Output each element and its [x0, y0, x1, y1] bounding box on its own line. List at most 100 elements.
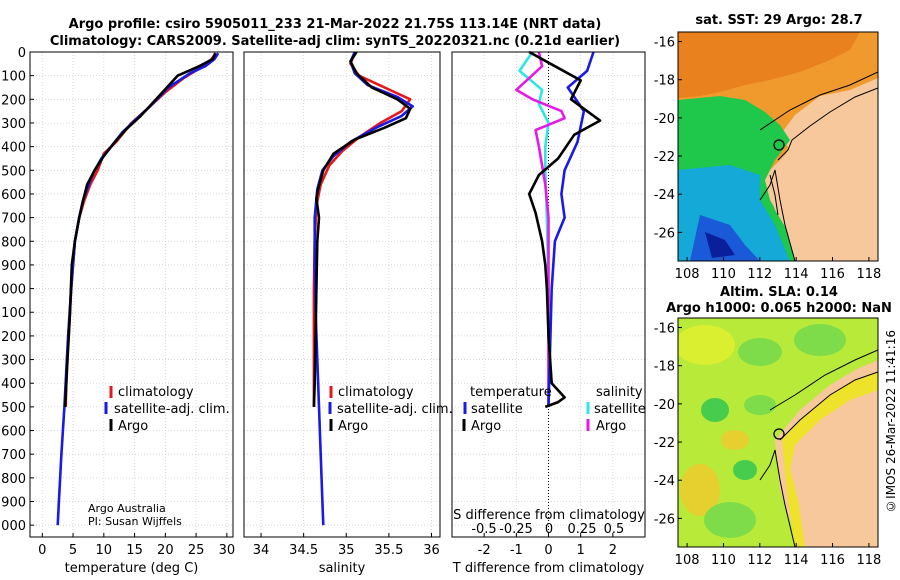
- y-tick-label: 2000: [0, 519, 26, 534]
- y-tick-label: 1100: [0, 306, 26, 321]
- x-tick-label: 5: [69, 543, 77, 558]
- series-line-argo: [63, 52, 217, 407]
- argo-position-marker: [773, 428, 785, 440]
- sla-map-ticks: 108 110 112 114 116 118 -16 -18 -20 -22 -24 -26: [654, 322, 882, 568]
- legend-climatology: climatology: [118, 385, 194, 400]
- x-tick-label: 10: [96, 543, 113, 558]
- map-y-tick-label: -16: [654, 322, 675, 337]
- y-tick-label: 1900: [0, 496, 26, 511]
- sla-map: Altim. SLA: 0.14 Argo h1000: 0.065 h2000…: [654, 285, 892, 568]
- y-tick-label: 0: [18, 46, 26, 61]
- s-difference-label: S difference from climatology: [453, 508, 645, 523]
- y-tick-label: 400: [1, 141, 26, 156]
- y-tick-label: 200: [1, 93, 26, 108]
- sla-map-title-2: Argo h1000: 0.065 h2000: NaN: [666, 301, 892, 316]
- legend-satellite-t: satellite: [471, 402, 523, 417]
- series-line-argo: [527, 50, 602, 409]
- title-line-2: Climatology: CARS2009. Satellite-adj cli…: [50, 34, 620, 49]
- map-y-tick-label: -22: [654, 436, 675, 451]
- map-x-tick-label: 112: [747, 553, 772, 568]
- series-line-climatology: [312, 51, 412, 407]
- difference-panel: -2 -1 0 1 2 T difference from climatology: [451, 50, 646, 576]
- map-x-tick-label: 116: [820, 553, 845, 568]
- y-tick-label: 900: [1, 259, 26, 274]
- s-tick-label: 0.5: [604, 522, 625, 537]
- map-y-tick-label: -24: [654, 188, 675, 203]
- x-axis-label: temperature (deg C): [65, 561, 199, 576]
- map-y-tick-label: -22: [654, 150, 675, 165]
- map-x-tick-label: 112: [747, 267, 772, 282]
- salinity-panel: 34 34.5 35 35.5 36 salinity: [243, 51, 441, 576]
- x-tick-label: 1: [577, 543, 585, 558]
- map-y-tick-label: -20: [654, 112, 675, 127]
- x-tick-label: 34: [253, 543, 270, 558]
- legend-satellite: satellite-adj. clim.: [337, 402, 453, 417]
- plot-frame: [243, 51, 441, 538]
- legend-satellite-s: satellite: [594, 402, 646, 417]
- y-tick-label: 1800: [0, 472, 26, 487]
- x-tick-label: 35: [338, 543, 355, 558]
- credit-line-2: PI: Susan Wijffels: [88, 515, 182, 528]
- map-y-tick-label: -26: [654, 512, 675, 527]
- x-tick-label: 2: [609, 543, 617, 558]
- map-x-tick-label: 114: [784, 553, 809, 568]
- legend-salinity: salinity: [596, 385, 643, 400]
- map-y-tick-label: -18: [654, 74, 675, 89]
- map-y-tick-label: -24: [654, 474, 675, 489]
- series-line-argo-t-sat: [547, 51, 595, 407]
- legend-argo: Argo: [118, 419, 148, 434]
- difference-legend: temperature satellite Argo salinity sate…: [462, 385, 646, 434]
- legend-argo-s: Argo: [596, 419, 626, 434]
- y-tick-label: 1300: [0, 354, 26, 369]
- argo-position-marker: [773, 139, 785, 151]
- credit-line-1: Argo Australia: [88, 502, 166, 515]
- sst-map-ticks: 108 110 112 114 116 118 -16 -18 -20 -22 -24 -26: [654, 36, 882, 282]
- map-x-tick-label: 116: [820, 267, 845, 282]
- x-tick-label: 34.5: [289, 543, 318, 558]
- temperature-legend: climatology satellite-adj. clim. Argo: [104, 385, 230, 434]
- map-y-tick-label: -16: [654, 36, 675, 51]
- series-line-argo: [312, 51, 412, 407]
- map-x-tick-label: 118: [856, 553, 881, 568]
- series-line-satellite-s: [514, 51, 566, 407]
- map-y-tick-label: -26: [654, 226, 675, 241]
- title-line-1: Argo profile: csiro 5905011_233 21-Mar-2…: [69, 17, 602, 32]
- x-tick-label: 30: [219, 543, 236, 558]
- y-tick-label: 1600: [0, 425, 26, 440]
- x-tick-label: 15: [126, 543, 143, 558]
- y-tick-label: 300: [1, 117, 26, 132]
- y-tick-label: 1700: [0, 448, 26, 463]
- salinity-legend: climatology satellite-adj. clim. Argo: [328, 385, 453, 434]
- y-tick-label: 100: [1, 70, 26, 85]
- map-x-tick-label: 108: [675, 267, 700, 282]
- x-tick-label: 0: [38, 543, 46, 558]
- y-tick-label: 1400: [0, 377, 26, 392]
- y-tick-label: 500: [1, 164, 26, 179]
- map-x-tick-label: 110: [711, 553, 736, 568]
- timestamp-stamp: ©IMOS 26-Mar-2022 11:41:16: [884, 330, 898, 513]
- x-tick-label: -1: [510, 543, 523, 558]
- temperature-panel: 0 5 10 15 20 25 30 temperature (deg C) 0 100 200 30…: [0, 46, 235, 576]
- legend-satellite: satellite-adj. clim.: [114, 402, 230, 417]
- map-y-tick-label: -18: [654, 360, 675, 375]
- sst-map-title: sat. SST: 29 Argo: 28.7: [695, 13, 862, 28]
- series-line-climatology: [64, 52, 217, 407]
- x-tick-label: 20: [157, 543, 174, 558]
- y-tick-label: 800: [1, 235, 26, 250]
- map-x-tick-label: 114: [784, 267, 809, 282]
- legend-climatology: climatology: [338, 385, 414, 400]
- s-tick-label: 0: [545, 522, 553, 537]
- s-tick-label: -0.5: [471, 522, 496, 537]
- y-tick-label: 1200: [0, 330, 26, 345]
- x-tick-label: 35.5: [374, 543, 403, 558]
- x-tick-label: -2: [478, 543, 491, 558]
- sla-map-title-1: Altim. SLA: 0.14: [720, 285, 838, 300]
- x-tick-label: 36: [423, 543, 440, 558]
- sst-map: sat. SST: 29 Argo: 28.7 108 110 112 114 116 1…: [654, 13, 882, 282]
- map-x-tick-label: 118: [856, 267, 881, 282]
- y-tick-label: 1500: [0, 401, 26, 416]
- legend-temperature: temperature: [470, 385, 552, 400]
- x-tick-label: 0: [544, 543, 552, 558]
- legend-argo-t: Argo: [471, 419, 501, 434]
